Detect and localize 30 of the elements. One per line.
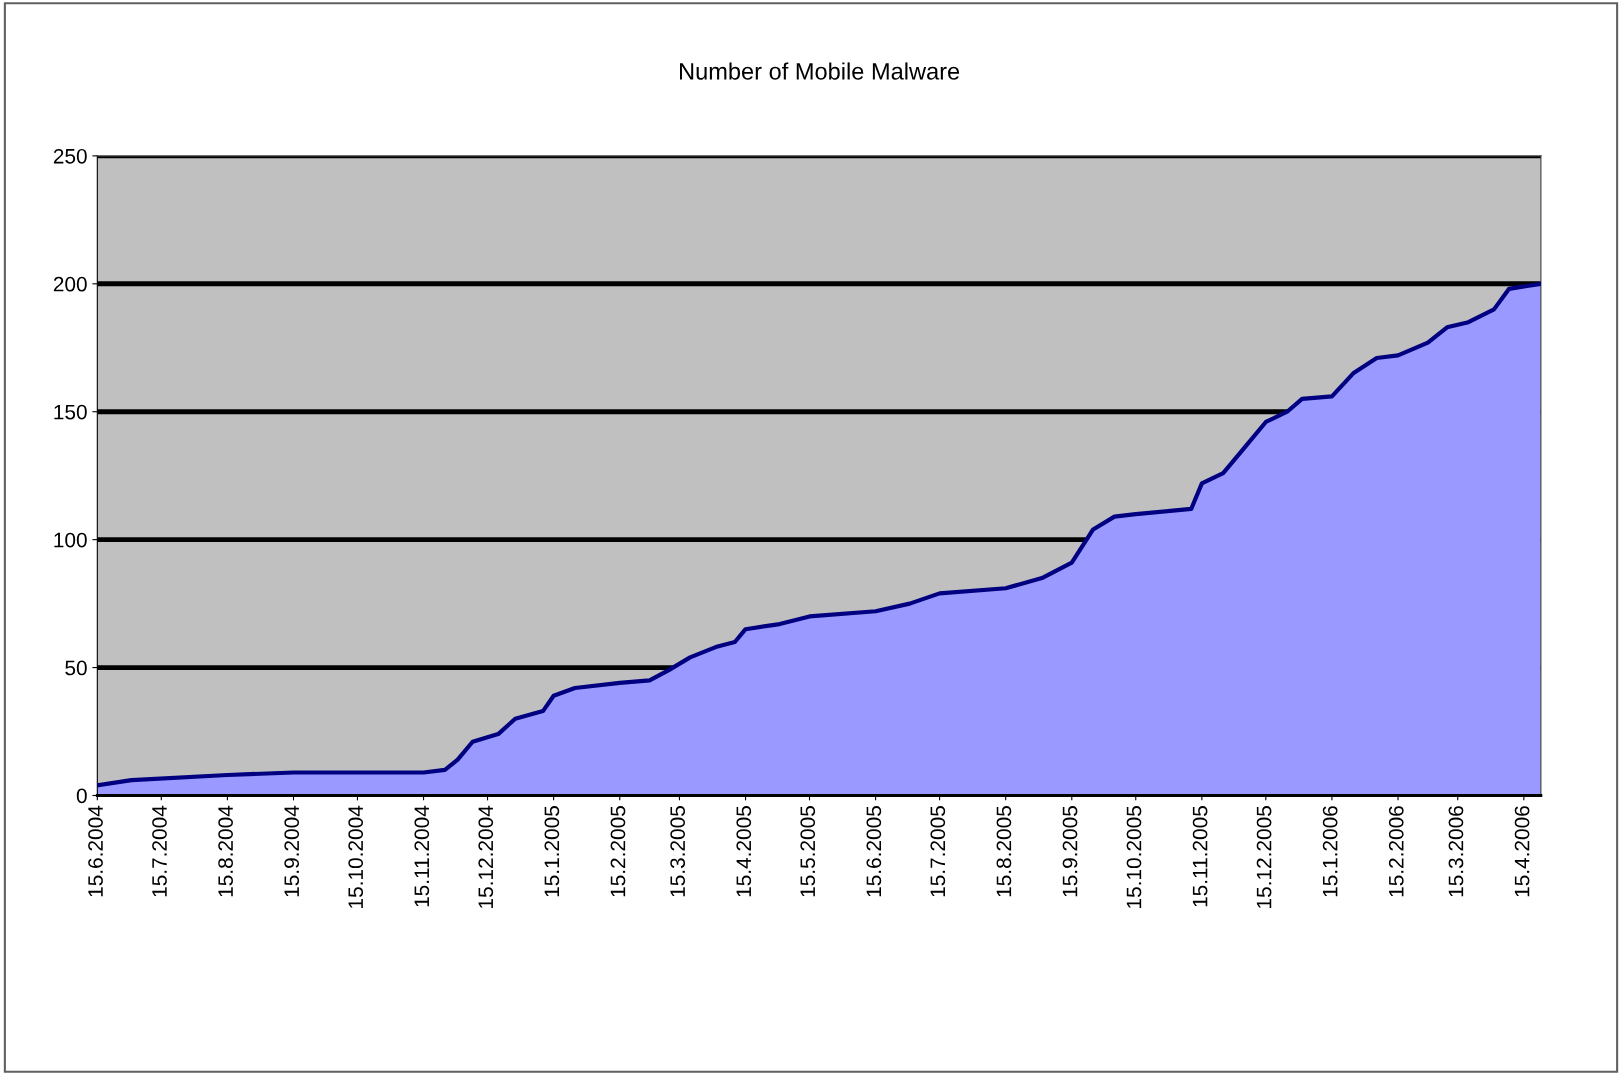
y-tick-label: 250 [53, 148, 87, 164]
x-tick-label: 15.4.2005 [736, 806, 752, 897]
x-tick-label: 15.12.2004 [478, 805, 494, 908]
y-tick-label: 100 [54, 532, 87, 548]
x-tick-label: 15.6.2005 [866, 806, 882, 897]
x-tick-label: 15.9.2004 [284, 805, 300, 897]
x-tick-label: 15.11.2005 [1192, 806, 1208, 907]
y-tick-label: 0 [76, 788, 87, 804]
x-tick-label: 15.6.2004 [88, 805, 103, 897]
x-tick-label: 15.11.2004 [414, 805, 430, 907]
x-tick-label: 15.3.2005 [670, 806, 686, 897]
x-tick-label: 15.1.2006 [1322, 806, 1338, 897]
y-tick-label: 200 [53, 276, 87, 292]
x-tick-label: 15.3.2006 [1448, 806, 1464, 897]
x-tick-label: 15.2.2006 [1388, 806, 1404, 897]
x-tick-label: 15.8.2004 [218, 805, 233, 897]
x-tick-label: 15.8.2005 [996, 806, 1012, 897]
x-tick-label: 15.7.2004 [152, 805, 167, 897]
x-tick-label: 15.2.2005 [610, 806, 626, 897]
x-tick-label: 15.5.2005 [800, 806, 816, 897]
x-tick-label: 15.1.2005 [544, 806, 560, 897]
x-tick-label: 15.9.2005 [1062, 806, 1078, 897]
x-tick-label: 15.4.2006 [1514, 806, 1530, 897]
x-tick-label: 15.7.2005 [930, 806, 946, 897]
y-tick-label: 150 [54, 404, 87, 420]
x-tick-label: 15.10.2005 [1126, 806, 1142, 908]
x-tick-label: 15.10.2004 [348, 805, 364, 908]
chart-title: Number of Mobile Malware [679, 62, 960, 80]
x-tick-label: 15.12.2005 [1256, 806, 1272, 908]
y-tick-label: 50 [65, 660, 87, 676]
